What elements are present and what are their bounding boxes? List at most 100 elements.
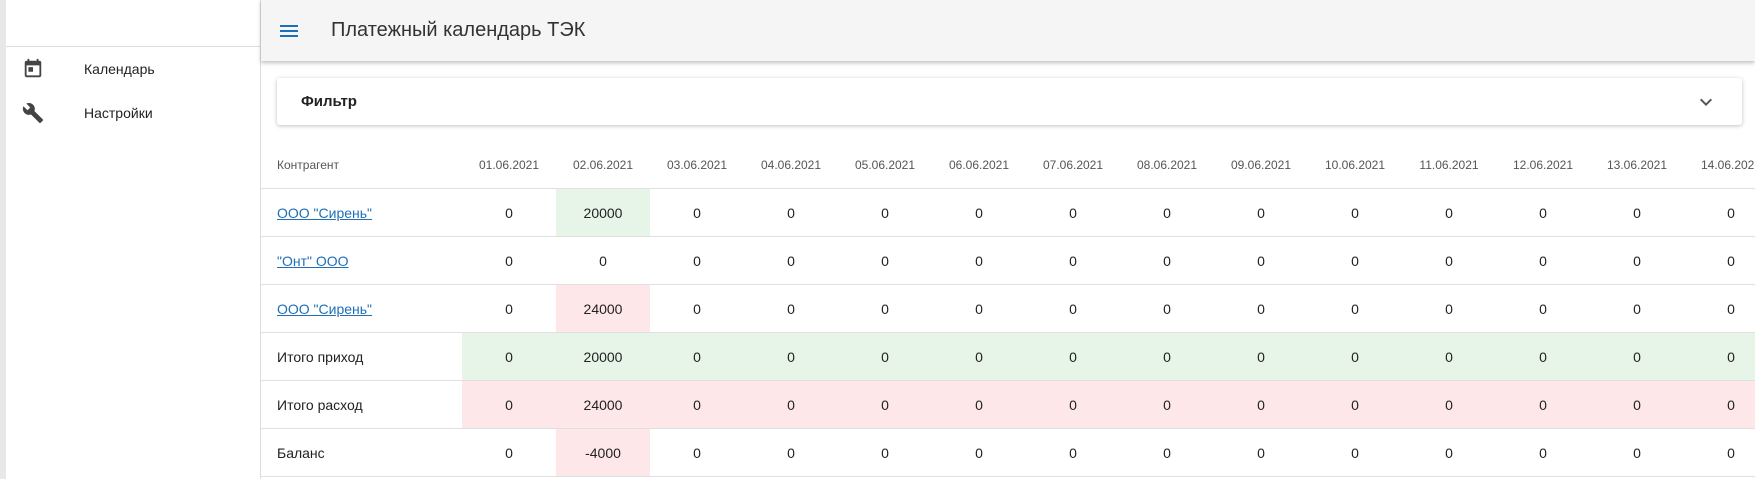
- value-cell: 0: [1496, 428, 1590, 477]
- value-cell: 0: [1684, 428, 1755, 477]
- value-cell: 0: [838, 284, 932, 333]
- row-label: Баланс: [277, 444, 325, 461]
- value-cell: 0: [650, 380, 744, 429]
- name-cell: ООО "Сирень": [261, 188, 462, 237]
- menu-button[interactable]: [277, 19, 301, 43]
- value-cell: 0: [1308, 428, 1402, 477]
- value-cell: 0: [1684, 284, 1755, 333]
- value-cell: 0: [1402, 188, 1496, 237]
- value-cell: 0: [1214, 236, 1308, 285]
- app-bar: Платежный календарь ТЭК: [261, 0, 1755, 61]
- value-cell: 0: [462, 380, 556, 429]
- value-cell: 0: [1214, 380, 1308, 429]
- counterparty-link[interactable]: ООО "Сирень": [277, 204, 373, 221]
- value-cell: 0: [556, 236, 650, 285]
- column-header: 10.06.2021: [1308, 141, 1402, 189]
- value-cell: 0: [1026, 236, 1120, 285]
- table-wrapper: Контрагент 01.06.2021 02.06.2021 03.06.2021…: [261, 141, 1755, 479]
- sidebar: Календарь Настройки: [6, 0, 261, 479]
- value-cell: 20000: [556, 332, 650, 381]
- value-cell: 0: [1214, 188, 1308, 237]
- value-cell: 0: [932, 428, 1026, 477]
- row-label: Итого расход: [277, 396, 363, 413]
- value-cell: 24000: [556, 380, 650, 429]
- background-window: [0, 0, 6, 479]
- value-cell: 0: [1590, 284, 1684, 333]
- filter-panel[interactable]: Фильтр: [277, 78, 1742, 125]
- wrench-icon: [22, 103, 44, 124]
- value-cell: 0: [838, 428, 932, 477]
- value-cell: 0: [932, 284, 1026, 333]
- value-cell: 0: [1402, 332, 1496, 381]
- column-header: 03.06.2021: [650, 141, 744, 189]
- column-header: 14.06.2021: [1684, 141, 1755, 189]
- value-cell: 0: [1026, 428, 1120, 477]
- menu-label: Календарь: [84, 61, 155, 77]
- column-header: 05.06.2021: [838, 141, 932, 189]
- value-cell: 0: [1496, 188, 1590, 237]
- value-cell: 0: [1214, 428, 1308, 477]
- filter-label: Фильтр: [301, 93, 357, 110]
- calendar-icon: [24, 58, 42, 78]
- table-row: ООО "Сирень" 0 24000 0 0 0 0 0 0 0 0 0 0 0 0: [261, 284, 1755, 333]
- menu-item[interactable]: Календарь: [6, 47, 260, 91]
- value-cell: 20000: [556, 188, 650, 237]
- value-cell: 0: [1590, 332, 1684, 381]
- name-cell: "Онт" ООО: [261, 236, 462, 285]
- menu-item[interactable]: Настройки: [6, 91, 260, 135]
- value-cell: 0: [932, 380, 1026, 429]
- value-cell: 0: [744, 236, 838, 285]
- column-header: 04.06.2021: [744, 141, 838, 189]
- value-cell: 0: [650, 428, 744, 477]
- table-row: ООО "Сирень" 0 20000 0 0 0 0 0 0 0 0 0 0 0 0: [261, 188, 1755, 237]
- value-cell: 0: [650, 188, 744, 237]
- row-label: Итого приход: [277, 348, 364, 365]
- column-header: 01.06.2021: [462, 141, 556, 189]
- value-cell: 0: [838, 236, 932, 285]
- value-cell: 0: [744, 428, 838, 477]
- value-cell: 0: [462, 332, 556, 381]
- value-cell: 0: [1308, 284, 1402, 333]
- table-row: Итого расход 0 24000 0 0 0 0 0 0 0 0 0 0 0 0: [261, 380, 1755, 429]
- value-cell: 0: [1120, 428, 1214, 477]
- value-cell: 0: [932, 236, 1026, 285]
- counterparty-link[interactable]: ООО "Сирень": [277, 300, 373, 317]
- column-header: 12.06.2021: [1496, 141, 1590, 189]
- value-cell: 0: [462, 188, 556, 237]
- value-cell: 0: [462, 236, 556, 285]
- table-row: Баланс 0 -4000 0 0 0 0 0 0 0 0 0 0 0 0: [261, 428, 1755, 477]
- value-cell: 0: [1496, 380, 1590, 429]
- column-header: 08.06.2021: [1120, 141, 1214, 189]
- value-cell: 0: [462, 284, 556, 333]
- table-row: Итого приход 0 20000 0 0 0 0 0 0 0 0 0 0 0 0: [261, 332, 1755, 381]
- value-cell: 0: [1684, 332, 1755, 381]
- column-header: Контрагент: [261, 141, 462, 189]
- value-cell: 0: [1684, 188, 1755, 237]
- name-cell: Баланс: [261, 428, 462, 477]
- value-cell: 0: [838, 380, 932, 429]
- value-cell: 0: [1120, 332, 1214, 381]
- value-cell: 0: [1026, 332, 1120, 381]
- name-cell: Итого приход: [261, 332, 462, 381]
- value-cell: 0: [1308, 188, 1402, 237]
- value-cell: 0: [650, 332, 744, 381]
- value-cell: 0: [838, 332, 932, 381]
- value-cell: 0: [1026, 284, 1120, 333]
- value-cell: 0: [1402, 236, 1496, 285]
- column-header: 07.06.2021: [1026, 141, 1120, 189]
- counterparty-link[interactable]: "Онт" ООО: [277, 252, 349, 269]
- column-header: 02.06.2021: [556, 141, 650, 189]
- name-cell: ООО "Сирень": [261, 284, 462, 333]
- value-cell: 0: [650, 284, 744, 333]
- value-cell: 0: [932, 188, 1026, 237]
- table-row: "Онт" ООО 0 0 0 0 0 0 0 0 0 0 0 0 0 0: [261, 236, 1755, 285]
- value-cell: 0: [744, 332, 838, 381]
- value-cell: 0: [1402, 428, 1496, 477]
- value-cell: 0: [932, 332, 1026, 381]
- value-cell: 0: [462, 428, 556, 477]
- column-header: 09.06.2021: [1214, 141, 1308, 189]
- value-cell: 0: [1026, 380, 1120, 429]
- value-cell: 0: [744, 284, 838, 333]
- menu-label: Настройки: [84, 105, 153, 121]
